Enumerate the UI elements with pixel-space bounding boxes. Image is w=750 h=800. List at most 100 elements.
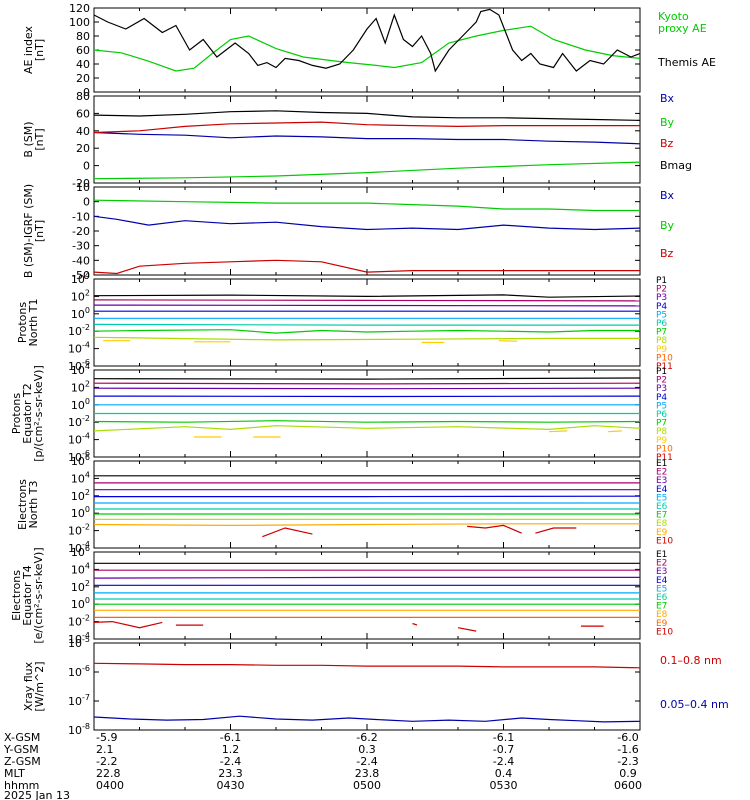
legend-entry: E9 xyxy=(656,619,668,629)
y-axis-label: AE index[nT] xyxy=(22,25,46,74)
footer-row-label: 2025 Jan 13 xyxy=(4,789,70,800)
series-bz-line xyxy=(93,259,640,275)
y-tick-label: 10-2 xyxy=(68,323,90,338)
series-e10-segment xyxy=(412,622,418,626)
panel-frame xyxy=(93,642,641,731)
panel-frame xyxy=(93,460,641,549)
series-by-line xyxy=(93,161,641,180)
legend-entry: E4 xyxy=(656,485,668,495)
legend-entry: Themis AE xyxy=(657,56,716,69)
footer-row-label: MLT xyxy=(4,767,25,780)
legend-entry: E7 xyxy=(656,511,667,521)
legend-entry: E5 xyxy=(656,584,667,594)
y-tick-label: -20 xyxy=(72,177,90,190)
y-tick-label: 80 xyxy=(76,30,90,43)
footer-value: 0430 xyxy=(217,779,245,792)
legend-entry: Bz xyxy=(660,247,674,260)
footer-value: 0530 xyxy=(490,779,518,792)
y-tick-label: 100 xyxy=(71,397,90,412)
footer-row-label: hhmm xyxy=(4,779,39,792)
series-e10-segment xyxy=(467,524,522,534)
legend-entry: E9 xyxy=(656,528,668,538)
footer-value: 23.8 xyxy=(355,767,380,780)
y-tick-label: -20 xyxy=(72,225,90,238)
panel-frame xyxy=(93,551,641,640)
footer-value: 0600 xyxy=(614,779,642,792)
legend-entry: E3 xyxy=(656,476,667,486)
panel-frame xyxy=(93,278,641,367)
series-e10-segment xyxy=(535,527,577,534)
y-tick-label: 100 xyxy=(71,505,90,520)
footer-value: -6.2 xyxy=(356,731,377,744)
series-bx-line xyxy=(93,131,641,145)
series-e10-segment xyxy=(262,527,313,538)
legend-entry: P1 xyxy=(656,276,667,286)
legend-entry: Bz xyxy=(660,137,674,150)
footer-value: 0.4 xyxy=(495,767,513,780)
series-p8-line xyxy=(93,425,641,432)
y-tick-label: 10-4 xyxy=(68,341,90,356)
y-tick-label: 10 xyxy=(76,181,90,194)
series-0-1-0-8-nm-line xyxy=(93,662,641,669)
footer-value: -6.0 xyxy=(617,731,638,744)
series-p3-line xyxy=(93,304,641,307)
y-tick-label: 102 xyxy=(71,579,90,594)
y-axis-label: ProtonsNorth T1 xyxy=(16,299,40,347)
legend-entry: P11 xyxy=(656,453,673,463)
footer-value: 23.3 xyxy=(218,767,243,780)
footer-value: 1.2 xyxy=(222,743,240,756)
y-tick-label: 10-6 xyxy=(68,664,90,679)
y-axis-label: B (SM)-IGRF (SM)[nT] xyxy=(22,184,46,278)
footer-value: 0.9 xyxy=(619,767,637,780)
y-tick-label: 102 xyxy=(71,288,90,303)
legend-entry: P3 xyxy=(656,293,667,303)
y-tick-label: 60 xyxy=(76,107,90,120)
panel-frame xyxy=(93,186,641,276)
footer-value: -5.9 xyxy=(96,731,117,744)
series-e10-segment xyxy=(93,620,163,629)
footer-value: 2.1 xyxy=(96,743,114,756)
legend-entry: P6 xyxy=(656,410,667,420)
legend-entry: E4 xyxy=(656,576,668,586)
footer-value: -6.1 xyxy=(220,731,241,744)
legend-entry: P11 xyxy=(656,362,673,372)
legend-entry: Kyoto proxy AE xyxy=(658,10,707,35)
y-tick-label: 106 xyxy=(71,544,90,559)
footer-value: 0.3 xyxy=(358,743,376,756)
y-tick-label: 0 xyxy=(83,196,90,209)
y-tick-label: 80 xyxy=(76,90,90,103)
legend-entry: Bmag xyxy=(660,159,692,172)
y-tick-label: -30 xyxy=(72,240,90,253)
legend-entry: P9 xyxy=(656,436,667,446)
legend-entry: P3 xyxy=(656,384,667,394)
y-tick-label: 104 xyxy=(71,561,90,576)
panel-2: -20 0 20 40 60 80 B (SM)[nT] Bx By Bz Bmag xyxy=(22,90,692,190)
series-p8-line xyxy=(93,336,640,341)
series-e10-segment xyxy=(457,627,477,632)
panel-frame xyxy=(93,7,641,93)
legend-entry: E2 xyxy=(656,468,667,478)
series-p3-line xyxy=(93,387,641,390)
legend-entry: E10 xyxy=(656,627,673,637)
legend-entry: E2 xyxy=(656,559,667,569)
series-p9-segment xyxy=(548,430,568,433)
y-tick-label: 106 xyxy=(71,453,90,468)
series-p7-line xyxy=(93,420,641,423)
legend-entry: Bx xyxy=(660,189,675,202)
y-axis-label: Xray flux[W/m^2] xyxy=(22,661,46,711)
series-p9-segment xyxy=(498,340,518,342)
footer-row-label: X-GSM xyxy=(4,731,40,744)
legend-entry: Bx xyxy=(660,92,675,105)
legend-entry: P5 xyxy=(656,401,667,411)
legend-entry: E3 xyxy=(656,567,667,577)
y-tick-label: 0 xyxy=(83,160,90,173)
legend-entry: P5 xyxy=(656,310,667,320)
legend-entry: P8 xyxy=(656,336,667,346)
y-tick-label: 102 xyxy=(71,488,90,503)
legend-entry: P10 xyxy=(656,353,673,363)
y-tick-label: 10-4 xyxy=(68,432,90,447)
